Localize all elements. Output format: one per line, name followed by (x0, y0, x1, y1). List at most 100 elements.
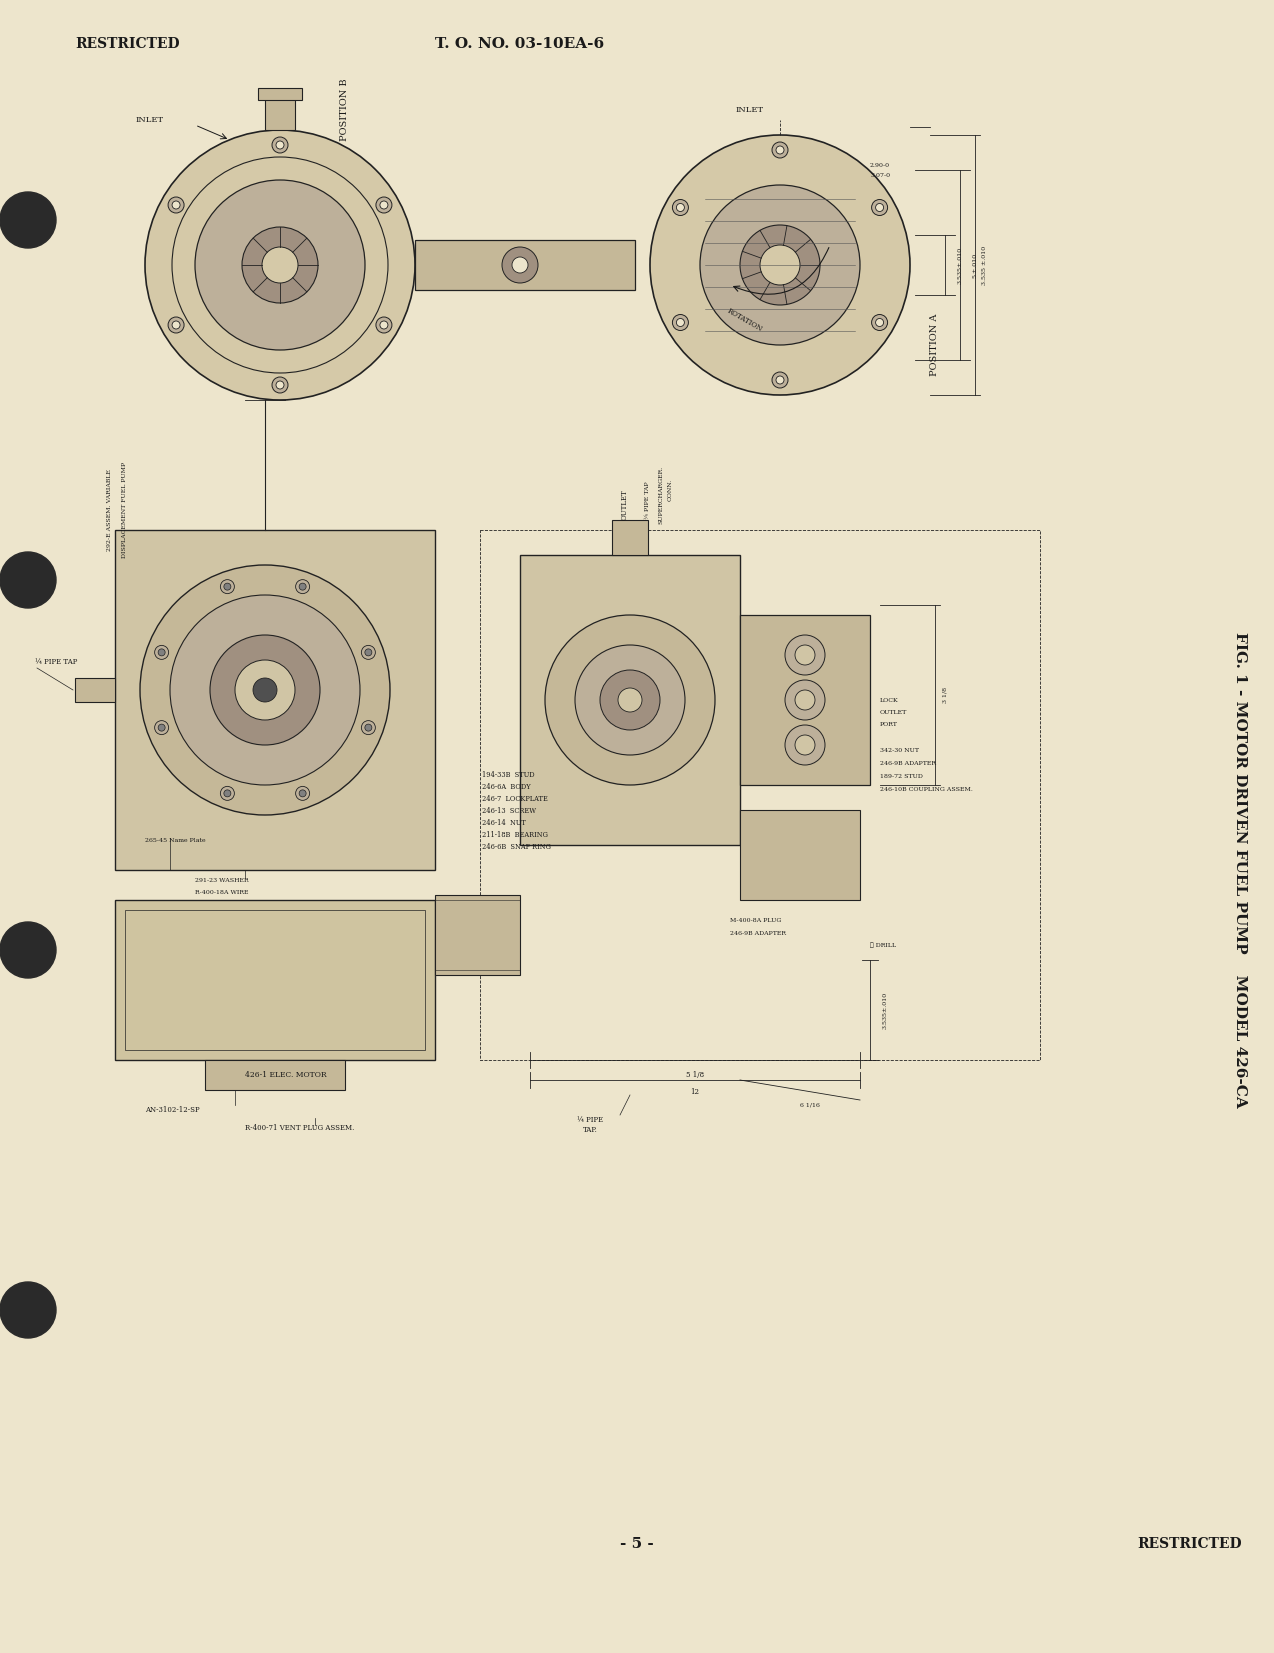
Circle shape (785, 635, 826, 674)
Text: PORT: PORT (880, 721, 898, 727)
Text: 246-9B ADAPTER: 246-9B ADAPTER (730, 931, 786, 936)
Circle shape (254, 678, 276, 703)
Circle shape (0, 922, 56, 979)
Text: INLET: INLET (736, 106, 764, 114)
Text: AN-3102-12-SP: AN-3102-12-SP (145, 1106, 200, 1114)
Circle shape (676, 203, 684, 212)
Circle shape (158, 650, 166, 656)
Circle shape (234, 660, 296, 721)
Bar (415, 240, 634, 289)
Text: 12: 12 (691, 1088, 699, 1096)
Text: ¼ PIPE TAP: ¼ PIPE TAP (34, 658, 78, 666)
Text: M-400-8A PLUG: M-400-8A PLUG (730, 917, 781, 922)
Circle shape (145, 131, 415, 400)
Text: DISPLACEMENT FUEL PUMP: DISPLACEMENT FUEL PUMP (122, 461, 127, 559)
Circle shape (168, 317, 183, 332)
Circle shape (512, 256, 527, 273)
Circle shape (740, 225, 820, 306)
Circle shape (0, 192, 56, 248)
Text: 3.535±.010: 3.535±.010 (883, 992, 888, 1028)
Text: 189-72 STUD: 189-72 STUD (880, 774, 922, 779)
Bar (259, 88, 302, 99)
Text: 5.±.010: 5.±.010 (972, 253, 977, 278)
Bar (115, 531, 434, 869)
Circle shape (875, 203, 884, 212)
Text: SUPERCHARGER.: SUPERCHARGER. (657, 466, 662, 524)
Circle shape (600, 669, 660, 731)
Circle shape (364, 650, 372, 656)
Circle shape (795, 645, 815, 665)
Circle shape (296, 580, 310, 593)
Circle shape (776, 375, 784, 383)
Bar (265, 94, 296, 131)
Text: FIG. 1 - MOTOR DRIVEN FUEL PUMP    MODEL 426-CA: FIG. 1 - MOTOR DRIVEN FUEL PUMP MODEL 42… (1233, 631, 1247, 1108)
Text: 2.90-0: 2.90-0 (870, 162, 891, 167)
Circle shape (618, 688, 642, 712)
Text: T. O. NO. 03-10EA-6: T. O. NO. 03-10EA-6 (436, 36, 605, 51)
Circle shape (376, 317, 392, 332)
Circle shape (210, 635, 320, 746)
Text: 3.535±.010: 3.535±.010 (958, 246, 962, 284)
Text: 342-30 NUT: 342-30 NUT (880, 747, 919, 752)
Circle shape (220, 580, 234, 593)
Text: 246-14  NUT: 246-14 NUT (482, 818, 526, 826)
Circle shape (380, 321, 387, 329)
Circle shape (545, 615, 715, 785)
Text: 3.535 ±.010: 3.535 ±.010 (982, 245, 987, 284)
Circle shape (273, 137, 288, 154)
Text: ROTATION: ROTATION (726, 307, 764, 334)
Circle shape (0, 1283, 56, 1337)
Text: CONN.: CONN. (668, 479, 673, 501)
Text: 194-33B  STUD: 194-33B STUD (482, 770, 535, 779)
Circle shape (776, 145, 784, 154)
Circle shape (785, 679, 826, 721)
Circle shape (673, 200, 688, 215)
Circle shape (380, 202, 387, 208)
Circle shape (761, 245, 800, 284)
Text: 3.07-0: 3.07-0 (870, 172, 891, 177)
Circle shape (242, 226, 318, 302)
Circle shape (502, 246, 538, 283)
Circle shape (676, 319, 684, 327)
Text: POSITION B: POSITION B (340, 79, 349, 141)
Circle shape (140, 565, 390, 815)
Text: R-400-71 VENT PLUG ASSEM.: R-400-71 VENT PLUG ASSEM. (245, 1124, 354, 1132)
Text: 291-23 WASHER: 291-23 WASHER (195, 878, 248, 883)
Text: POSITION A: POSITION A (930, 314, 939, 377)
Circle shape (169, 595, 361, 785)
Circle shape (785, 726, 826, 765)
Text: ¼ PIPE TAP: ¼ PIPE TAP (645, 481, 650, 519)
Text: 246-6B  SNAP RING: 246-6B SNAP RING (482, 843, 550, 851)
Text: OUTLET: OUTLET (620, 489, 629, 521)
Circle shape (168, 197, 183, 213)
Circle shape (364, 724, 372, 731)
Circle shape (154, 645, 168, 660)
Circle shape (871, 200, 888, 215)
Text: 246-6A  BODY: 246-6A BODY (482, 784, 531, 792)
Text: 292-E ASSEM. VARIABLE: 292-E ASSEM. VARIABLE (107, 469, 112, 550)
Bar (520, 555, 740, 845)
Bar (612, 521, 648, 555)
Text: - 5 -: - 5 - (620, 1537, 654, 1551)
Circle shape (224, 584, 231, 590)
Circle shape (795, 736, 815, 755)
Text: 3 1/8: 3 1/8 (943, 688, 948, 703)
Circle shape (673, 314, 688, 331)
Bar (740, 810, 860, 899)
Circle shape (276, 380, 284, 388)
Circle shape (772, 142, 789, 159)
Circle shape (650, 136, 910, 395)
Circle shape (772, 372, 789, 388)
Text: ⌀ DRILL: ⌀ DRILL (870, 942, 896, 947)
Bar (115, 899, 434, 1060)
Text: 211-18B  BEARING: 211-18B BEARING (482, 831, 548, 840)
Circle shape (376, 197, 392, 213)
Circle shape (299, 584, 306, 590)
Text: ¼ PIPE
TAP.: ¼ PIPE TAP. (577, 1116, 603, 1134)
Circle shape (296, 787, 310, 800)
Text: 246-7  LOCKPLATE: 246-7 LOCKPLATE (482, 795, 548, 803)
Circle shape (699, 185, 860, 345)
Circle shape (172, 202, 180, 208)
Circle shape (220, 787, 234, 800)
Text: 246-10B COUPLING ASSEM.: 246-10B COUPLING ASSEM. (880, 787, 973, 792)
